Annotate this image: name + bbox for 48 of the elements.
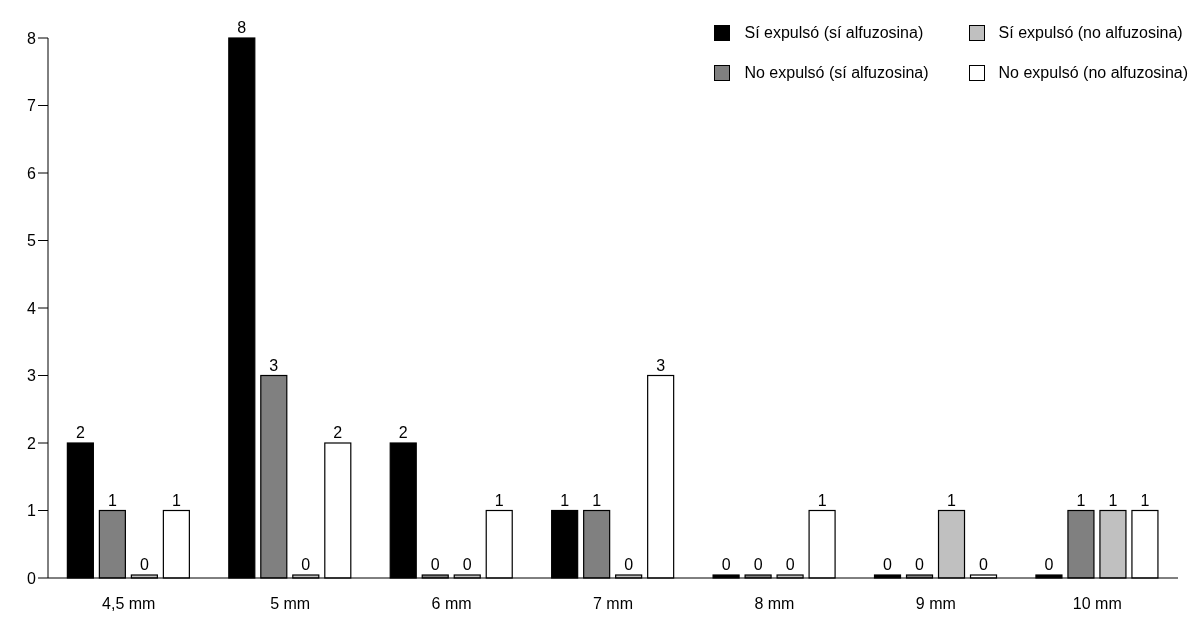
data-label: 0: [979, 556, 989, 573]
data-label: 1: [1108, 491, 1118, 509]
data-label: 1: [560, 491, 570, 509]
x-tick-label: 7 mm: [593, 595, 633, 613]
data-label: 1: [592, 491, 602, 509]
data-label: 1: [171, 491, 181, 509]
legend-label: Sí expulsó (sí alfuzosina): [744, 24, 924, 42]
data-label: 1: [107, 491, 117, 509]
y-tick-label: 6: [27, 164, 37, 182]
y-tick-label: 2: [27, 434, 37, 452]
x-tick-label: 8 mm: [754, 595, 795, 613]
data-label: 1: [494, 491, 504, 509]
data-label: 0: [139, 556, 149, 573]
data-label: 2: [75, 424, 85, 441]
y-tick-label: 4: [27, 299, 37, 317]
data-label: 0: [915, 556, 925, 573]
x-tick-label: 9 mm: [915, 595, 956, 613]
y-tick-label: 1: [27, 502, 37, 520]
data-label: 2: [333, 424, 343, 441]
y-tick-label: 5: [27, 232, 37, 250]
x-tick-label: 6 mm: [431, 595, 472, 613]
x-tick-label: 10 mm: [1072, 595, 1122, 613]
y-tick-label: 7: [27, 97, 37, 115]
data-label: 3: [656, 356, 666, 374]
data-label: 0: [753, 556, 763, 573]
data-label: 8: [237, 19, 247, 36]
x-tick-label: 4,5 mm: [102, 595, 156, 613]
legend-label: No expulsó (sí alfuzosina): [744, 64, 929, 82]
x-tick-label: 5 mm: [270, 595, 311, 613]
data-label: 1: [817, 491, 827, 509]
data-label: 0: [301, 556, 311, 573]
legend-label: Sí expulsó (no alfuzosina): [998, 24, 1183, 42]
data-label: 0: [430, 556, 440, 573]
y-tick-label: 0: [27, 569, 37, 587]
data-label: 0: [721, 556, 731, 573]
data-label: 1: [947, 491, 957, 509]
y-tick-label: 3: [27, 367, 37, 385]
data-label: 3: [269, 356, 279, 374]
data-label: 2: [398, 424, 408, 441]
data-label: 0: [462, 556, 472, 573]
data-label: 0: [1044, 556, 1054, 573]
data-label: 0: [624, 556, 634, 573]
y-tick-label: 8: [27, 29, 37, 47]
data-label: 1: [1140, 491, 1150, 509]
data-label: 0: [785, 556, 795, 573]
legend-label: No expulsó (no alfuzosina): [998, 64, 1188, 82]
data-label: 1: [1076, 491, 1086, 509]
data-label: 0: [883, 556, 893, 573]
